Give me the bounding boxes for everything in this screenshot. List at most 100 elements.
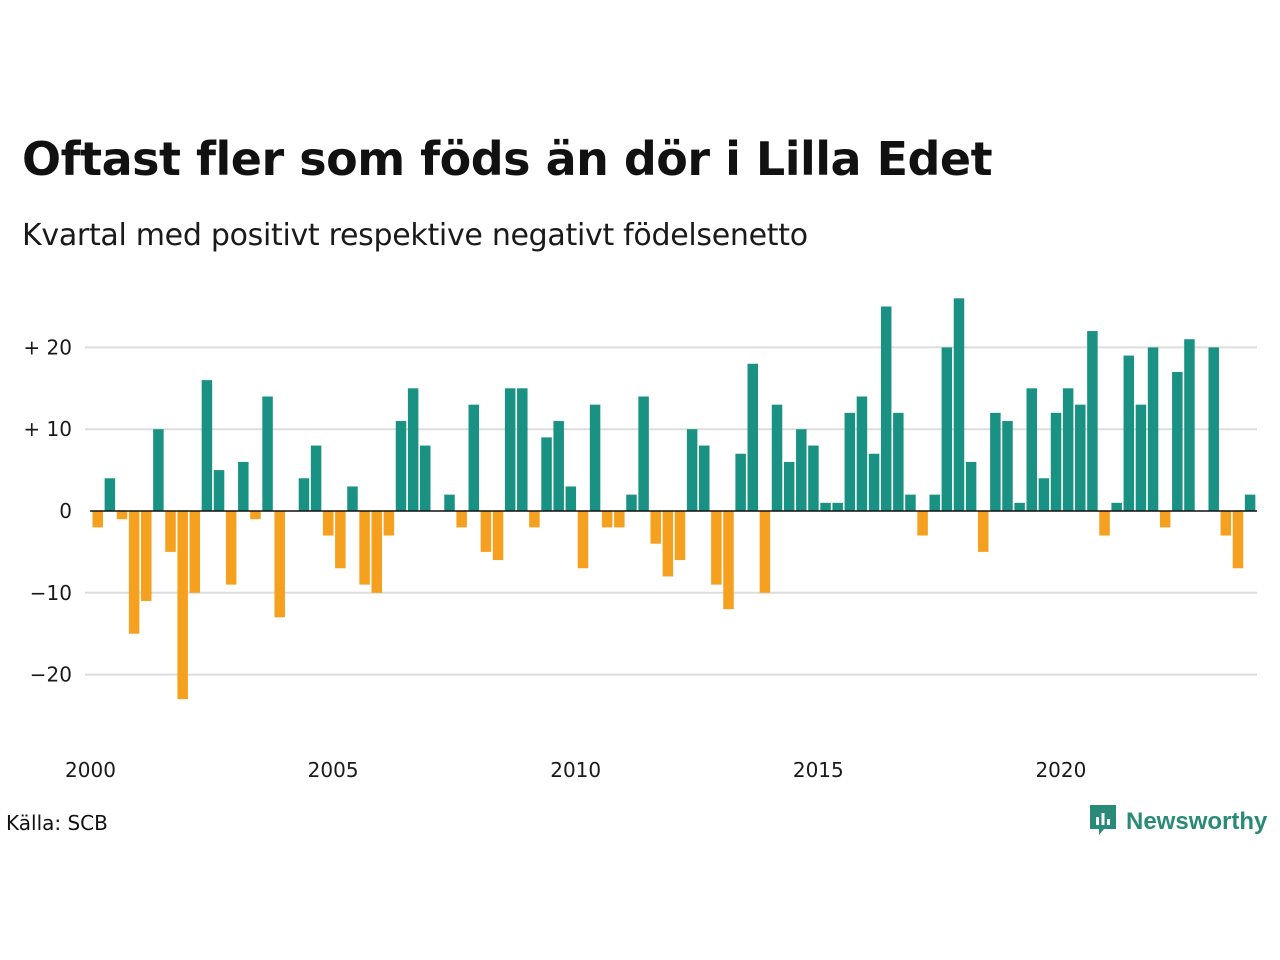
x-tick-label: 2000 [65,758,116,782]
bar-positive [1038,478,1050,511]
bar-positive [832,502,843,511]
bar-positive [1002,421,1013,511]
bar-negative [116,511,128,520]
bar-positive [420,445,431,511]
source-note: Källa: SCB [6,811,108,835]
chart-subtitle: Kvartal med positivt respektive negativt… [22,218,808,253]
bar-negative [141,511,152,601]
y-axis-ticks: + 20 + 10 0 −10 −20 [23,335,72,686]
bar-positive [553,421,564,511]
bar-negative [225,511,237,585]
x-tick-label: 2005 [308,758,359,782]
bar-positive [747,363,759,511]
bar-positive [347,486,358,511]
bar-negative [601,511,613,528]
bar-positive [771,404,783,511]
bar-positive [735,453,746,511]
x-tick-label: 2020 [1035,758,1086,782]
bar-negative [1099,511,1110,536]
bar-positive [820,502,831,511]
bar-positive [213,470,225,511]
newsworthy-brand[interactable]: Newsworthy [1088,803,1267,841]
bar-positive [1062,388,1074,511]
bar-positive [1111,502,1122,511]
bar-positive [905,494,916,511]
bar-positive [1208,347,1219,511]
grid-lines [85,346,1257,676]
bar-positive [868,453,880,511]
bar-positive [238,461,249,511]
bar-positive [1184,339,1195,511]
y-tick-label: −20 [30,663,72,687]
bar-negative [128,511,140,634]
bar-negative [492,511,504,561]
bar-positive [1172,371,1183,511]
bar-positive [444,494,455,511]
bar-positive [699,445,710,511]
bar-negative [177,511,188,700]
bar-negative [529,511,540,528]
bar-positive [504,388,516,511]
bar-positive [783,461,795,511]
bar-negative [759,511,771,593]
bar-positive [941,347,953,511]
x-tick-label: 2010 [550,758,601,782]
bar-positive [395,421,407,511]
bar-positive [990,412,1001,511]
bar-positive [262,396,273,511]
bar-positive [1087,331,1098,511]
newsworthy-logo-icon [1088,803,1118,841]
bar-positive [153,429,164,511]
bar-negative [189,511,201,593]
bar-negative [674,511,686,561]
bar-positive [565,486,577,511]
bar-negative [456,511,467,528]
bar-positive [929,494,940,511]
bar-negative [711,511,722,585]
bar-negative [577,511,589,569]
bar-positive [953,298,965,511]
bar-positive [796,429,807,511]
bar-positive [1026,388,1038,511]
bar-positive [880,306,892,511]
bar-negative [383,511,395,536]
bar-positive [1244,494,1256,511]
bar-negative [480,511,492,552]
bar-negative [662,511,674,577]
bar-positive [589,404,601,511]
bar-positive [1147,347,1159,511]
bar-positive [1135,404,1147,511]
x-axis-ticks: 2000 2005 2010 2015 2020 [65,758,1086,782]
bar-positive [310,445,322,511]
bar-negative [650,511,661,544]
y-tick-label: 0 [59,499,72,523]
bar-positive [1075,404,1086,511]
x-tick-label: 2015 [793,758,844,782]
bar-positive [638,396,649,511]
bar-negative [977,511,989,552]
chart-title: Oftast fler som föds än dör i Lilla Edet [22,132,993,186]
bar-positive [541,437,552,511]
bar-negative [359,511,370,585]
bar-positive [1123,355,1135,511]
bar-negative [723,511,734,610]
bar-positive [686,429,698,511]
bar-negative [1220,511,1232,536]
bar-positive [893,412,904,511]
bar-negative [322,511,334,536]
bar-negative [614,511,625,528]
bar-negative [1232,511,1244,569]
bar-positive [626,494,637,511]
bar-positive [856,396,868,511]
bar-negative [274,511,285,618]
bars [92,298,1256,700]
bar-positive [201,380,213,511]
bar-positive [808,445,819,511]
bar-positive [468,404,480,511]
bar-positive [104,478,116,511]
bar-positive [1050,412,1062,511]
bar-positive [844,412,856,511]
bar-positive [517,388,528,511]
bar-negative [165,511,176,552]
